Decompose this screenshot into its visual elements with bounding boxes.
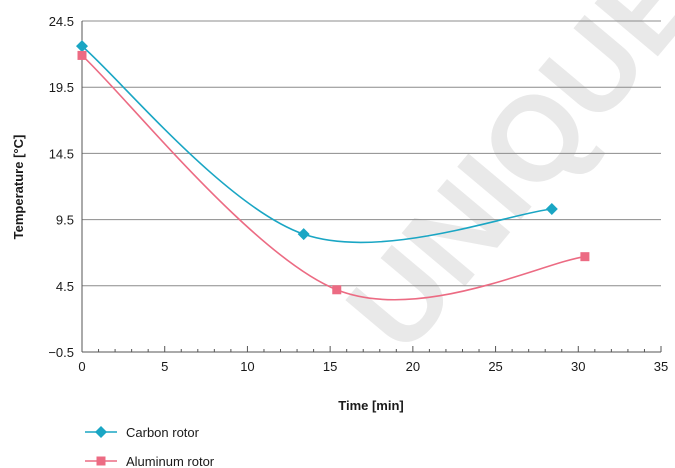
x-tick-label: 0	[78, 359, 85, 374]
watermark-text: UNIQUE D	[321, 0, 675, 375]
y-tick-label: 14.5	[49, 146, 74, 161]
series-markers	[76, 40, 590, 295]
grid-lines	[82, 20, 661, 287]
data-point	[580, 252, 590, 262]
x-axis-title: Time [min]	[338, 398, 404, 413]
y-axis-title: Temperature [°C]	[11, 135, 26, 240]
y-tick-label: 4.5	[56, 279, 74, 294]
y-tick-label: 9.5	[56, 213, 74, 228]
legend-label: Aluminum rotor	[126, 454, 215, 468]
data-point	[332, 285, 342, 295]
x-tick-label: 20	[406, 359, 420, 374]
x-tick-label: 30	[571, 359, 585, 374]
x-tick-label: 10	[240, 359, 254, 374]
data-point	[545, 203, 558, 216]
x-tick-label: 25	[488, 359, 502, 374]
x-tick-label: 15	[323, 359, 337, 374]
axes	[81, 21, 662, 353]
data-point	[297, 228, 310, 241]
legend: Carbon rotor Aluminum rotor	[85, 425, 215, 468]
legend-marker	[95, 426, 107, 438]
y-tick-label: −0.5	[48, 345, 74, 360]
x-tick-label: 35	[654, 359, 668, 374]
watermark: UNIQUE D	[321, 0, 675, 375]
data-point	[76, 40, 88, 53]
x-tick-label: 5	[161, 359, 168, 374]
y-tick-label: 19.5	[49, 80, 74, 95]
tick-labels: −0.5 4.5 9.5 14.5 19.5 24.5 0 5 10 15 20 25 30 35	[48, 14, 668, 374]
data-point	[77, 50, 87, 60]
y-tick-label: 24.5	[49, 14, 74, 29]
legend-marker	[96, 456, 106, 466]
legend-label: Carbon rotor	[126, 425, 200, 440]
